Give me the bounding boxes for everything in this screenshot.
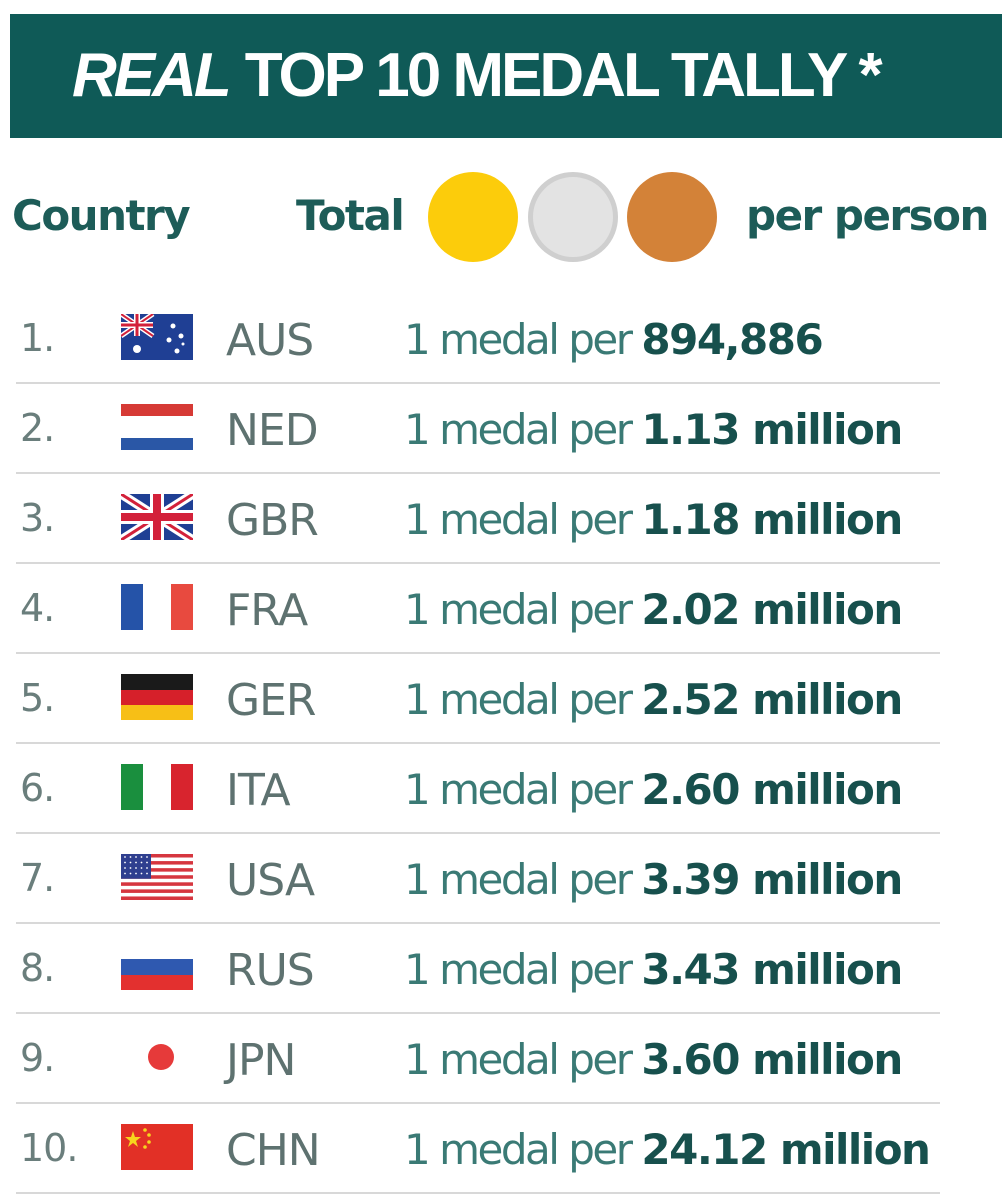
title-emphasis: REAL (72, 41, 232, 110)
page-title: REAL TOP 10 MEDAL TALLY * (72, 40, 883, 112)
medal-ratio: 1 medal per 2.02 million (404, 580, 903, 640)
header-total: Total (296, 191, 405, 240)
rank-label: 5. (20, 676, 55, 720)
table-row: 4. FRA 1 medal per 2.02 million (0, 564, 1004, 654)
rank-label: 8. (20, 946, 55, 990)
row-divider (16, 1012, 940, 1014)
row-divider (16, 922, 940, 924)
gold-medal-icon (428, 172, 518, 262)
rank-label: 3. (20, 496, 55, 540)
country-code: AUS (226, 315, 314, 366)
ratio-value: 24.12 million (641, 1125, 931, 1174)
row-divider (16, 652, 940, 654)
country-code: JPN (226, 1035, 296, 1086)
rank-label: 4. (20, 586, 55, 630)
medal-ratio: 1 medal per 1.18 million (404, 490, 903, 550)
ratio-value: 3.39 million (641, 855, 903, 904)
country-code: RUS (226, 945, 315, 996)
ita-flag-icon (121, 764, 193, 810)
ratio-value: 894,886 (641, 315, 823, 364)
ratio-prefix: 1 medal per (404, 945, 633, 994)
header-country: Country (12, 191, 191, 240)
table-row: 5. GER 1 medal per 2.52 million (0, 654, 1004, 744)
ratio-prefix: 1 medal per (404, 1035, 633, 1084)
rank-label: 6. (20, 766, 55, 810)
ratio-prefix: 1 medal per (404, 675, 633, 724)
ned-flag-icon (121, 404, 193, 450)
table-row: 1. AUS 1 medal per 894,886 (0, 294, 1004, 384)
table-row: 2. NED 1 medal per 1.13 million (0, 384, 1004, 474)
jpn-flag-icon (121, 1034, 193, 1080)
row-divider (16, 1102, 940, 1104)
ratio-prefix: 1 medal per (404, 495, 633, 544)
bronze-medal-icon (627, 172, 717, 262)
ratio-value: 3.60 million (641, 1035, 903, 1084)
medal-ratio: 1 medal per 3.43 million (404, 940, 903, 1000)
country-code: USA (226, 855, 315, 906)
country-code: CHN (226, 1125, 321, 1176)
title-banner: REAL TOP 10 MEDAL TALLY * (10, 14, 1002, 138)
table-row: 10. CHN 1 medal per 24.12 million (0, 1104, 1004, 1194)
row-divider (16, 832, 940, 834)
medal-ratio: 1 medal per 894,886 (404, 310, 824, 370)
table-row: 6. ITA 1 medal per 2.60 million (0, 744, 1004, 834)
row-divider (16, 472, 940, 474)
aus-flag-icon (119, 311, 193, 360)
country-code: GER (226, 675, 316, 726)
rank-label: 10. (20, 1126, 78, 1170)
ratio-prefix: 1 medal per (404, 765, 633, 814)
silver-medal-icon (528, 172, 618, 262)
row-divider (16, 562, 940, 564)
row-divider (16, 742, 940, 744)
ratio-prefix: 1 medal per (404, 855, 633, 904)
table-row: 8. RUS 1 medal per 3.43 million (0, 924, 1004, 1014)
ratio-value: 3.43 million (641, 945, 903, 994)
rank-label: 1. (20, 316, 55, 360)
ratio-value: 2.52 million (641, 675, 903, 724)
medal-ratio: 1 medal per 3.39 million (404, 850, 903, 910)
usa-flag-icon (121, 854, 193, 901)
chn-flag-icon (121, 1124, 193, 1170)
country-code: GBR (226, 495, 319, 546)
table-row: 7. USA 1 medal per 3.39 million (0, 834, 1004, 924)
ger-flag-icon (121, 674, 193, 720)
rus-flag-icon (121, 944, 193, 990)
rank-label: 9. (20, 1036, 55, 1080)
ratio-value: 2.60 million (641, 765, 903, 814)
ratio-value: 1.18 million (641, 495, 903, 544)
ratio-value: 2.02 million (641, 585, 903, 634)
table-row: 9. JPN 1 medal per 3.60 million (0, 1014, 1004, 1104)
gbr-flag-icon (118, 490, 196, 544)
country-code: FRA (226, 585, 308, 636)
header-per-person: per person (746, 191, 989, 240)
rank-label: 2. (20, 406, 55, 450)
medal-ratio: 1 medal per 2.60 million (404, 760, 903, 820)
ratio-prefix: 1 medal per (404, 1125, 633, 1174)
row-divider (16, 382, 940, 384)
fra-flag-icon (121, 584, 193, 630)
medal-ratio: 1 medal per 1.13 million (404, 400, 903, 460)
column-header: Country Total per person (0, 164, 1004, 270)
ratio-prefix: 1 medal per (404, 405, 633, 454)
rank-label: 7. (20, 856, 55, 900)
row-divider (16, 1192, 940, 1194)
ratio-value: 1.13 million (641, 405, 903, 454)
country-code: NED (226, 405, 319, 456)
country-code: ITA (226, 765, 291, 816)
ratio-prefix: 1 medal per (404, 315, 633, 364)
medal-ratio: 1 medal per 24.12 million (404, 1120, 931, 1180)
title-rest: TOP 10 MEDAL TALLY * (244, 41, 883, 110)
ratio-prefix: 1 medal per (404, 585, 633, 634)
table-row: 3. GBR 1 medal per 1.18 million (0, 474, 1004, 564)
medal-ratio: 1 medal per 3.60 million (404, 1030, 903, 1090)
medal-ratio: 1 medal per 2.52 million (404, 670, 903, 730)
